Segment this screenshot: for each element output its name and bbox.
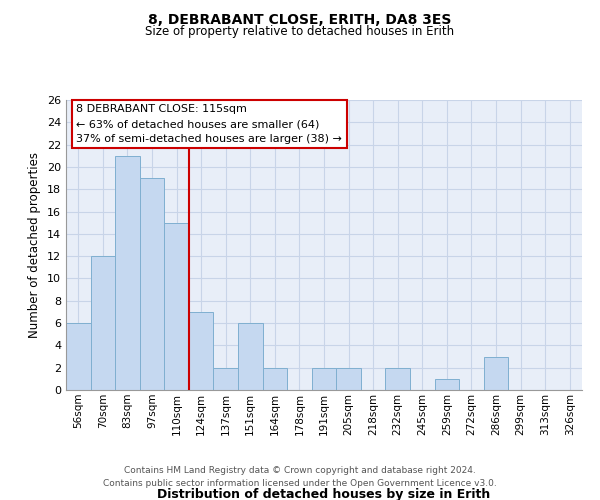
Text: 8, DEBRABANT CLOSE, ERITH, DA8 3ES: 8, DEBRABANT CLOSE, ERITH, DA8 3ES <box>148 12 452 26</box>
Bar <box>140 178 164 390</box>
Bar <box>66 323 91 390</box>
Bar <box>385 368 410 390</box>
Bar <box>312 368 336 390</box>
Bar <box>115 156 140 390</box>
Text: 8 DEBRABANT CLOSE: 115sqm
← 63% of detached houses are smaller (64)
37% of semi-: 8 DEBRABANT CLOSE: 115sqm ← 63% of detac… <box>76 104 342 144</box>
Bar <box>484 356 508 390</box>
Text: Size of property relative to detached houses in Erith: Size of property relative to detached ho… <box>145 25 455 38</box>
Text: Contains HM Land Registry data © Crown copyright and database right 2024.
Contai: Contains HM Land Registry data © Crown c… <box>103 466 497 487</box>
Bar <box>434 379 459 390</box>
Bar <box>164 222 189 390</box>
Bar <box>336 368 361 390</box>
Bar <box>91 256 115 390</box>
Bar <box>214 368 238 390</box>
X-axis label: Distribution of detached houses by size in Erith: Distribution of detached houses by size … <box>157 488 491 500</box>
Bar <box>189 312 214 390</box>
Bar <box>238 323 263 390</box>
Bar <box>263 368 287 390</box>
Y-axis label: Number of detached properties: Number of detached properties <box>28 152 41 338</box>
